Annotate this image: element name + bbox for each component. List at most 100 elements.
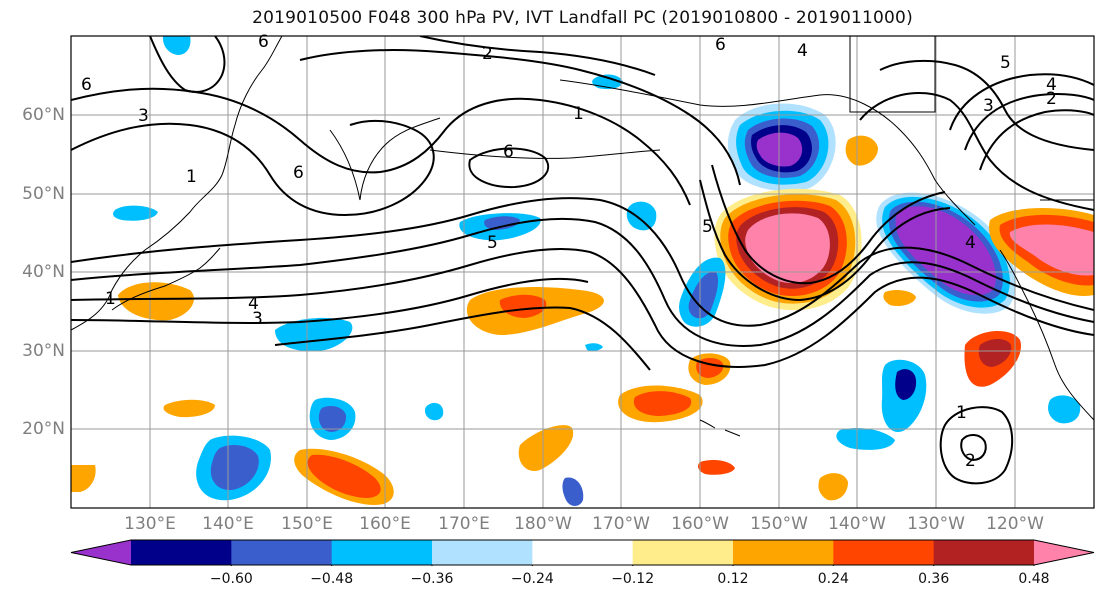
shade-blob-7n (895, 369, 917, 400)
colorbar-segment (131, 540, 232, 565)
lon-label-180w: 180°W (514, 514, 572, 534)
colorbar (70, 539, 1095, 566)
lat-label-20n: 20°N (22, 419, 65, 439)
colorbar-segment (331, 540, 433, 565)
alaska-coast (559, 79, 976, 226)
shade-blob-25 (592, 74, 623, 90)
colorbar-segment (432, 540, 533, 565)
contour-label: 6 (258, 32, 269, 52)
na-coast (999, 249, 1094, 421)
map-title: 2019010500 F048 300 hPa PV, IVT Landfall… (252, 8, 913, 28)
shade-blob-8b (978, 339, 1012, 367)
shade-blob-16 (1048, 395, 1081, 424)
contour-label: 6 (81, 75, 92, 95)
contour-east-d (964, 92, 1094, 151)
colorbar-tick-label: −0.36 (410, 571, 454, 587)
contour-label: 6 (715, 35, 726, 55)
shade-pos-pink (745, 213, 830, 284)
shade-blob-13b (688, 271, 719, 319)
colorbar-tick-label: −0.24 (510, 571, 554, 587)
colorbar-segment (933, 540, 1035, 565)
lon-label-130w: 130°W (907, 514, 965, 534)
asia-coast (71, 36, 283, 331)
colorbar-extend-max (1034, 540, 1094, 565)
lon-label-140w: 140°W (828, 514, 886, 534)
map-frame (70, 35, 1095, 509)
lon-label-170w: 170°W (592, 514, 650, 534)
shade-blob-18 (162, 36, 191, 55)
contour-label: 6 (503, 142, 514, 162)
contour-5 (274, 306, 651, 371)
shade-blob-14 (626, 201, 657, 231)
contour-label: 4 (1046, 75, 1057, 95)
lat-label-60n: 60°N (22, 105, 65, 125)
shade-blob-2 (118, 282, 194, 321)
contour-north-a (71, 119, 435, 217)
colorbar-segments (70, 539, 1095, 566)
contour-east-b (879, 59, 1094, 151)
shade-blob-27 (424, 402, 444, 421)
lon-label-140e: 140°E (202, 514, 254, 534)
contour-label: 3 (252, 309, 263, 329)
coastlines (71, 36, 1094, 437)
shade-blob-21 (163, 399, 215, 418)
contour-label: 4 (965, 233, 976, 253)
shade-blob-22 (697, 460, 735, 475)
colorbar-outline (70, 539, 1095, 566)
shade-blob-11b (318, 406, 347, 432)
lat-label-40n: 40°N (22, 262, 65, 282)
contour-1 (71, 197, 1094, 327)
contour-north-c (299, 49, 741, 186)
shade-blob-26 (585, 343, 603, 351)
aleutians (429, 149, 661, 159)
shade-blob-1r (499, 294, 547, 318)
contour-label: 3 (983, 96, 994, 116)
lat-label-50n: 50°N (22, 184, 65, 204)
contour-mid-jet (699, 179, 951, 302)
contour-low-inner (960, 434, 987, 462)
shade-blob-12 (518, 425, 574, 471)
pv-contours (71, 36, 1094, 485)
shade-blob-23 (71, 465, 96, 492)
shade-blob-15 (836, 428, 895, 450)
contour-label: 1 (186, 167, 197, 187)
shade-ne-purple (895, 206, 996, 296)
contour-east-e (979, 109, 1094, 171)
lon-label-120w: 120°W (986, 514, 1044, 534)
colorbar-tick-label: 0.36 (918, 571, 950, 587)
shade-e-pink (1009, 224, 1094, 276)
shade-blob-10r (307, 454, 381, 498)
contour-nw-ring (149, 36, 226, 93)
contour-label: 1 (573, 104, 584, 124)
contour-label: 6 (293, 163, 304, 183)
contour-label: 1 (105, 289, 116, 309)
colorbar-segment (532, 540, 634, 565)
hawaii-dots (699, 419, 741, 437)
contour-label: 5 (487, 233, 498, 253)
colorbar-segment (733, 540, 834, 565)
colorbar-segment (833, 540, 935, 565)
colorbar-segment (231, 540, 333, 565)
shade-blob-9b (210, 444, 259, 491)
colorbar-tick-label: −0.60 (209, 571, 253, 587)
lon-label-160w: 160°W (671, 514, 729, 534)
contour-east-a (859, 92, 1094, 211)
lon-label-170e: 170°E (438, 514, 490, 534)
colorbar-tick-label: 0.12 (717, 571, 749, 587)
contour-mid-jet-2 (711, 164, 946, 285)
contour-2 (71, 217, 1094, 347)
colorbar-tick-label: 0.48 (1018, 571, 1050, 587)
shade-blob-19 (818, 473, 848, 501)
contour-labels: 2 1 6 5 6 1 1 4 3 3 6 6 6 4 5 4 2 3 1 2 … (81, 32, 1057, 471)
contour-4 (71, 277, 589, 324)
lat-label-30n: 30°N (22, 341, 65, 361)
kamchatka-coast (329, 117, 441, 201)
contour-low-ring (939, 406, 1014, 485)
contour-label: 3 (138, 106, 149, 126)
contour-3 (71, 247, 1094, 368)
contour-label: 2 (1046, 89, 1057, 109)
japan-coast (111, 247, 221, 311)
lon-label-150w: 150°W (750, 514, 808, 534)
colorbar-tick-label: −0.48 (310, 571, 354, 587)
